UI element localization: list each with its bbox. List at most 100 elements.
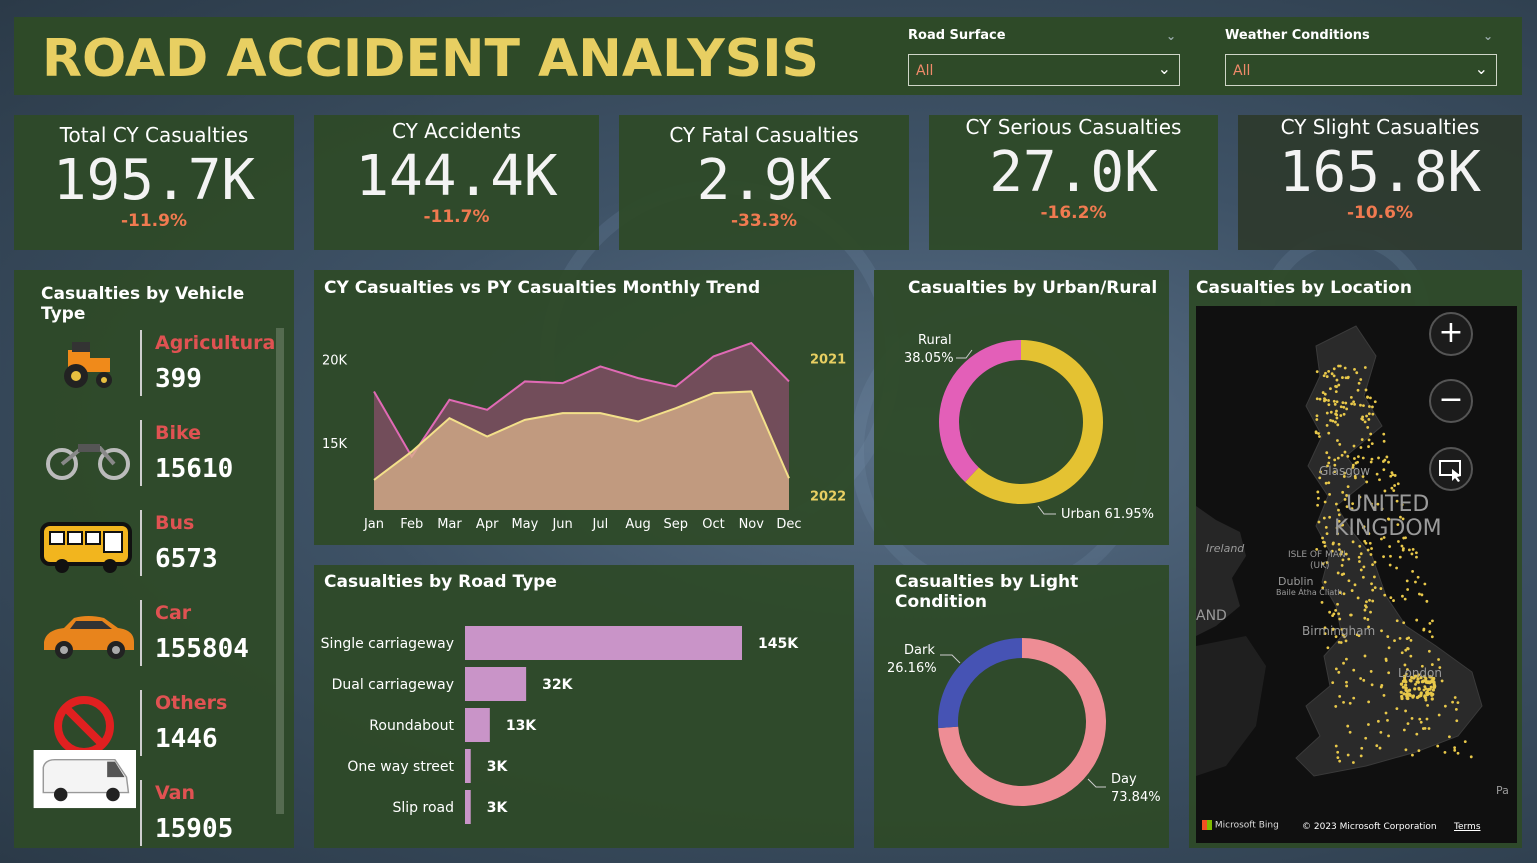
donut-value-label: 73.84% bbox=[1111, 790, 1161, 805]
map-point bbox=[1359, 552, 1363, 556]
vehicle-row[interactable]: Car 155804 bbox=[14, 596, 274, 686]
map-point bbox=[1364, 736, 1368, 740]
map-point bbox=[1406, 588, 1410, 591]
map-point bbox=[1335, 416, 1339, 420]
zoom-in-button[interactable]: + bbox=[1429, 312, 1473, 356]
map-point bbox=[1344, 639, 1348, 643]
scrollbar[interactable] bbox=[276, 328, 284, 814]
map-point bbox=[1336, 439, 1339, 442]
road-type-chart: Single carriageway 145K Dual carriageway 32… bbox=[321, 626, 799, 824]
map-point bbox=[1327, 369, 1331, 373]
map-point bbox=[1373, 506, 1376, 510]
map-point bbox=[1363, 608, 1367, 612]
map-point bbox=[1315, 548, 1319, 551]
vehicle-row[interactable]: Bus 6573 bbox=[14, 506, 274, 596]
map-point bbox=[1319, 470, 1322, 474]
map-point bbox=[1424, 677, 1428, 681]
map-point bbox=[1400, 694, 1404, 699]
vehicle-name: Van bbox=[155, 782, 196, 804]
chevron-down-icon[interactable]: ⌄ bbox=[1474, 59, 1488, 78]
map-point bbox=[1340, 550, 1344, 554]
map-point bbox=[1337, 670, 1341, 674]
map-point bbox=[1366, 426, 1370, 429]
vehicle-row[interactable]: Others 1446 bbox=[14, 686, 274, 776]
kpi-fatal-casualties[interactable]: CY Fatal Casualties 2.9K -33.3% bbox=[619, 115, 909, 250]
location-map-card: Casualties by Location UNITED KINGDOM Gl… bbox=[1189, 270, 1522, 848]
map-point bbox=[1367, 412, 1371, 416]
map-point bbox=[1469, 755, 1473, 759]
kpi-accidents[interactable]: CY Accidents 144.4K -11.7% bbox=[314, 115, 599, 250]
kpi-value: 2.9K bbox=[696, 148, 832, 213]
map-point bbox=[1361, 526, 1365, 529]
map-point bbox=[1361, 456, 1365, 460]
map-point bbox=[1453, 696, 1457, 699]
map-point bbox=[1388, 563, 1392, 567]
map-point bbox=[1367, 625, 1370, 629]
map-point bbox=[1373, 400, 1377, 404]
map-point bbox=[1416, 575, 1420, 579]
map-point bbox=[1363, 616, 1367, 620]
zoom-out-button[interactable]: − bbox=[1429, 379, 1473, 423]
map-point bbox=[1385, 455, 1389, 459]
location-map[interactable]: UNITED KINGDOM Glasgow Ireland ISLE OF M… bbox=[1196, 306, 1517, 843]
map-point bbox=[1325, 411, 1329, 415]
map-point bbox=[1364, 388, 1368, 392]
map-point bbox=[1413, 687, 1417, 691]
map-point bbox=[1411, 569, 1414, 573]
vehicle-row[interactable]: Agricultural 399 bbox=[14, 326, 282, 416]
chevron-down-icon[interactable]: ⌄ bbox=[1157, 59, 1171, 78]
vehicle-value: 1446 bbox=[155, 724, 218, 754]
x-tick-label: Aug bbox=[625, 517, 650, 532]
road-surface-slicer[interactable]: Road Surface ⌄ All ⌄ bbox=[908, 25, 1180, 86]
map-point bbox=[1401, 685, 1405, 689]
map-point bbox=[1343, 366, 1347, 370]
map-point bbox=[1332, 367, 1336, 371]
map-point bbox=[1316, 503, 1320, 507]
map-point bbox=[1346, 455, 1350, 458]
select-area-icon[interactable] bbox=[1429, 447, 1473, 491]
vehicle-value: 399 bbox=[155, 364, 202, 394]
terms-link[interactable]: Terms bbox=[1454, 822, 1481, 832]
map-point bbox=[1334, 744, 1338, 748]
map-point bbox=[1342, 592, 1346, 596]
map-point bbox=[1387, 460, 1390, 464]
weather-conditions-slicer[interactable]: Weather Conditions ⌄ All ⌄ bbox=[1225, 25, 1497, 86]
map-point bbox=[1343, 450, 1347, 454]
chevron-down-icon[interactable]: ⌄ bbox=[1165, 29, 1176, 43]
kpi-total-casualties[interactable]: Total CY Casualties 195.7K -11.9% bbox=[14, 115, 294, 250]
vehicle-row[interactable]: Van 15905 bbox=[14, 750, 274, 863]
map-label: Birmingham bbox=[1302, 624, 1376, 638]
map-point bbox=[1408, 693, 1412, 697]
bar-category-label: Dual carriageway bbox=[332, 677, 454, 693]
map-point bbox=[1420, 593, 1424, 597]
map-point bbox=[1325, 532, 1329, 536]
map-point bbox=[1366, 618, 1370, 621]
map-point bbox=[1351, 540, 1355, 544]
legend-label-2021: 2021 bbox=[810, 352, 846, 367]
kpi-title: Total CY Casualties bbox=[59, 123, 249, 147]
map-point bbox=[1382, 693, 1386, 697]
map-point bbox=[1335, 400, 1339, 404]
chevron-down-icon[interactable]: ⌄ bbox=[1482, 29, 1493, 43]
vehicle-row[interactable]: Bike 15610 bbox=[14, 416, 274, 506]
map-point bbox=[1406, 668, 1409, 671]
map-point bbox=[1438, 666, 1442, 669]
weather-conditions-dropdown[interactable]: All ⌄ bbox=[1225, 54, 1497, 86]
vehicle-value: 6573 bbox=[155, 544, 218, 574]
map-point bbox=[1378, 478, 1381, 482]
map-point bbox=[1429, 685, 1433, 689]
map-point bbox=[1330, 549, 1334, 553]
map-point bbox=[1351, 463, 1355, 467]
road-surface-dropdown[interactable]: All ⌄ bbox=[908, 54, 1180, 86]
map-point bbox=[1395, 707, 1399, 710]
bar-category-label: Slip road bbox=[393, 800, 454, 816]
kpi-slight-casualties[interactable]: CY Slight Casualties 165.8K -10.6% bbox=[1238, 115, 1522, 250]
kpi-delta: -11.7% bbox=[423, 207, 490, 227]
map-point bbox=[1403, 597, 1407, 601]
map-point bbox=[1369, 670, 1373, 673]
map-point bbox=[1362, 565, 1366, 569]
kpi-serious-casualties[interactable]: CY Serious Casualties 27.0K -16.2% bbox=[929, 115, 1218, 250]
map-point bbox=[1404, 709, 1407, 713]
map-point bbox=[1402, 621, 1406, 625]
map-point bbox=[1341, 558, 1345, 562]
